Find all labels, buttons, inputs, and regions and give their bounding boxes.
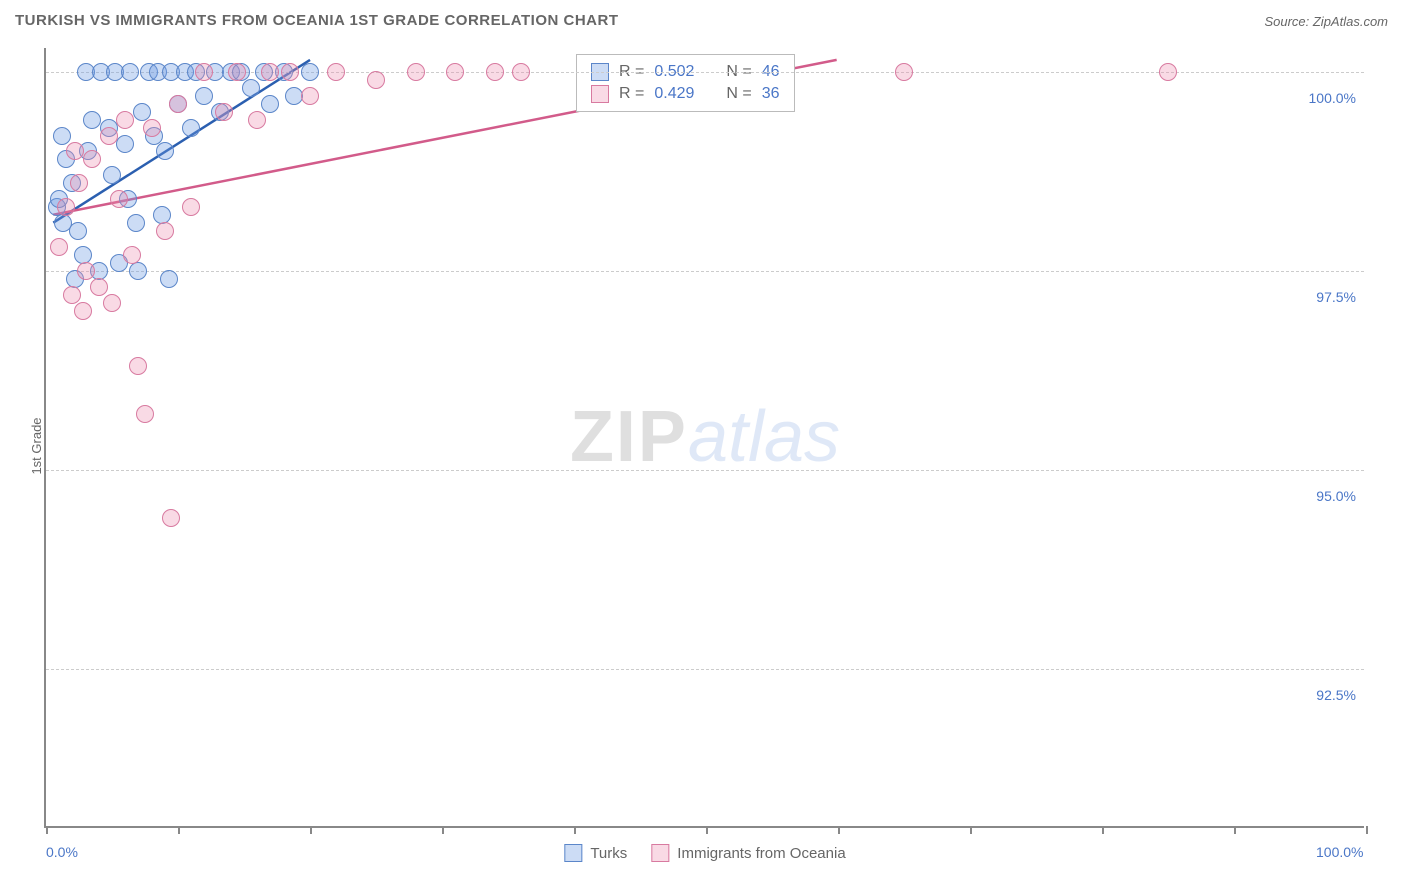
legend-swatch: [591, 85, 609, 103]
data-point: [512, 63, 530, 81]
data-point: [133, 103, 151, 121]
data-point: [407, 63, 425, 81]
data-point: [127, 214, 145, 232]
x-tick: [706, 826, 708, 834]
data-point: [156, 142, 174, 160]
data-point: [110, 190, 128, 208]
data-point: [301, 63, 319, 81]
data-point: [53, 127, 71, 145]
data-point: [50, 238, 68, 256]
data-point: [116, 111, 134, 129]
x-tick: [442, 826, 444, 834]
data-point: [83, 150, 101, 168]
x-tick-label: 0.0%: [46, 844, 78, 860]
y-tick-label: 100.0%: [1309, 90, 1356, 106]
source-attribution: Source: ZipAtlas.com: [1264, 14, 1388, 29]
data-point: [367, 71, 385, 89]
data-point: [74, 302, 92, 320]
trend-line: [53, 60, 310, 223]
correlation-stats-box: R = 0.502N = 46R = 0.429N = 36: [576, 54, 795, 112]
data-point: [121, 63, 139, 81]
x-tick: [838, 826, 840, 834]
legend-swatch: [651, 844, 669, 862]
x-tick: [1366, 826, 1368, 834]
data-point: [895, 63, 913, 81]
x-tick: [970, 826, 972, 834]
data-point: [156, 222, 174, 240]
data-point: [123, 246, 141, 264]
data-point: [63, 286, 81, 304]
data-point: [182, 198, 200, 216]
data-point: [182, 119, 200, 137]
x-tick: [1102, 826, 1104, 834]
data-point: [74, 246, 92, 264]
data-point: [446, 63, 464, 81]
stat-r-value: 0.429: [654, 85, 694, 103]
data-point: [486, 63, 504, 81]
data-point: [242, 79, 260, 97]
plot-area: ZIPatlas R = 0.502N = 46R = 0.429N = 36 …: [44, 48, 1364, 828]
data-point: [327, 63, 345, 81]
legend: Turks Immigrants from Oceania: [564, 844, 845, 862]
x-tick-label: 100.0%: [1316, 844, 1363, 860]
gridline: [46, 470, 1364, 471]
legend-item: Immigrants from Oceania: [651, 844, 845, 862]
data-point: [162, 509, 180, 527]
data-point: [261, 95, 279, 113]
data-point: [281, 63, 299, 81]
data-point: [100, 127, 118, 145]
legend-label: Turks: [590, 845, 627, 862]
data-point: [70, 174, 88, 192]
gridline: [46, 271, 1364, 272]
stat-n-label: N =: [726, 85, 751, 103]
data-point: [69, 222, 87, 240]
chart-title: TURKISH VS IMMIGRANTS FROM OCEANIA 1ST G…: [15, 12, 619, 29]
x-tick: [310, 826, 312, 834]
data-point: [215, 103, 233, 121]
y-tick-label: 92.5%: [1316, 687, 1356, 703]
x-tick: [574, 826, 576, 834]
stat-r-label: R =: [619, 85, 644, 103]
x-tick: [1234, 826, 1236, 834]
watermark-zip: ZIP: [570, 397, 688, 477]
data-point: [160, 270, 178, 288]
stats-row: R = 0.429 N = 36: [591, 83, 780, 105]
data-point: [129, 262, 147, 280]
data-point: [129, 357, 147, 375]
gridline: [46, 669, 1364, 670]
data-point: [103, 166, 121, 184]
watermark-atlas: atlas: [688, 397, 840, 477]
data-point: [301, 87, 319, 105]
data-point: [143, 119, 161, 137]
data-point: [248, 111, 266, 129]
y-tick-label: 95.0%: [1316, 488, 1356, 504]
data-point: [103, 294, 121, 312]
chart-container: TURKISH VS IMMIGRANTS FROM OCEANIA 1ST G…: [0, 0, 1406, 892]
data-point: [1159, 63, 1177, 81]
data-point: [77, 262, 95, 280]
data-point: [83, 111, 101, 129]
data-point: [90, 278, 108, 296]
data-point: [57, 198, 75, 216]
legend-item: Turks: [564, 844, 627, 862]
x-tick: [178, 826, 180, 834]
legend-swatch: [564, 844, 582, 862]
trend-lines-layer: [46, 48, 1364, 826]
data-point: [116, 135, 134, 153]
watermark: ZIPatlas: [570, 396, 840, 478]
y-tick-label: 97.5%: [1316, 289, 1356, 305]
legend-label: Immigrants from Oceania: [677, 845, 845, 862]
y-axis-title: 1st Grade: [29, 417, 44, 474]
data-point: [169, 95, 187, 113]
x-tick: [46, 826, 48, 834]
stat-n-value: 36: [762, 85, 780, 103]
data-point: [195, 87, 213, 105]
data-point: [136, 405, 154, 423]
